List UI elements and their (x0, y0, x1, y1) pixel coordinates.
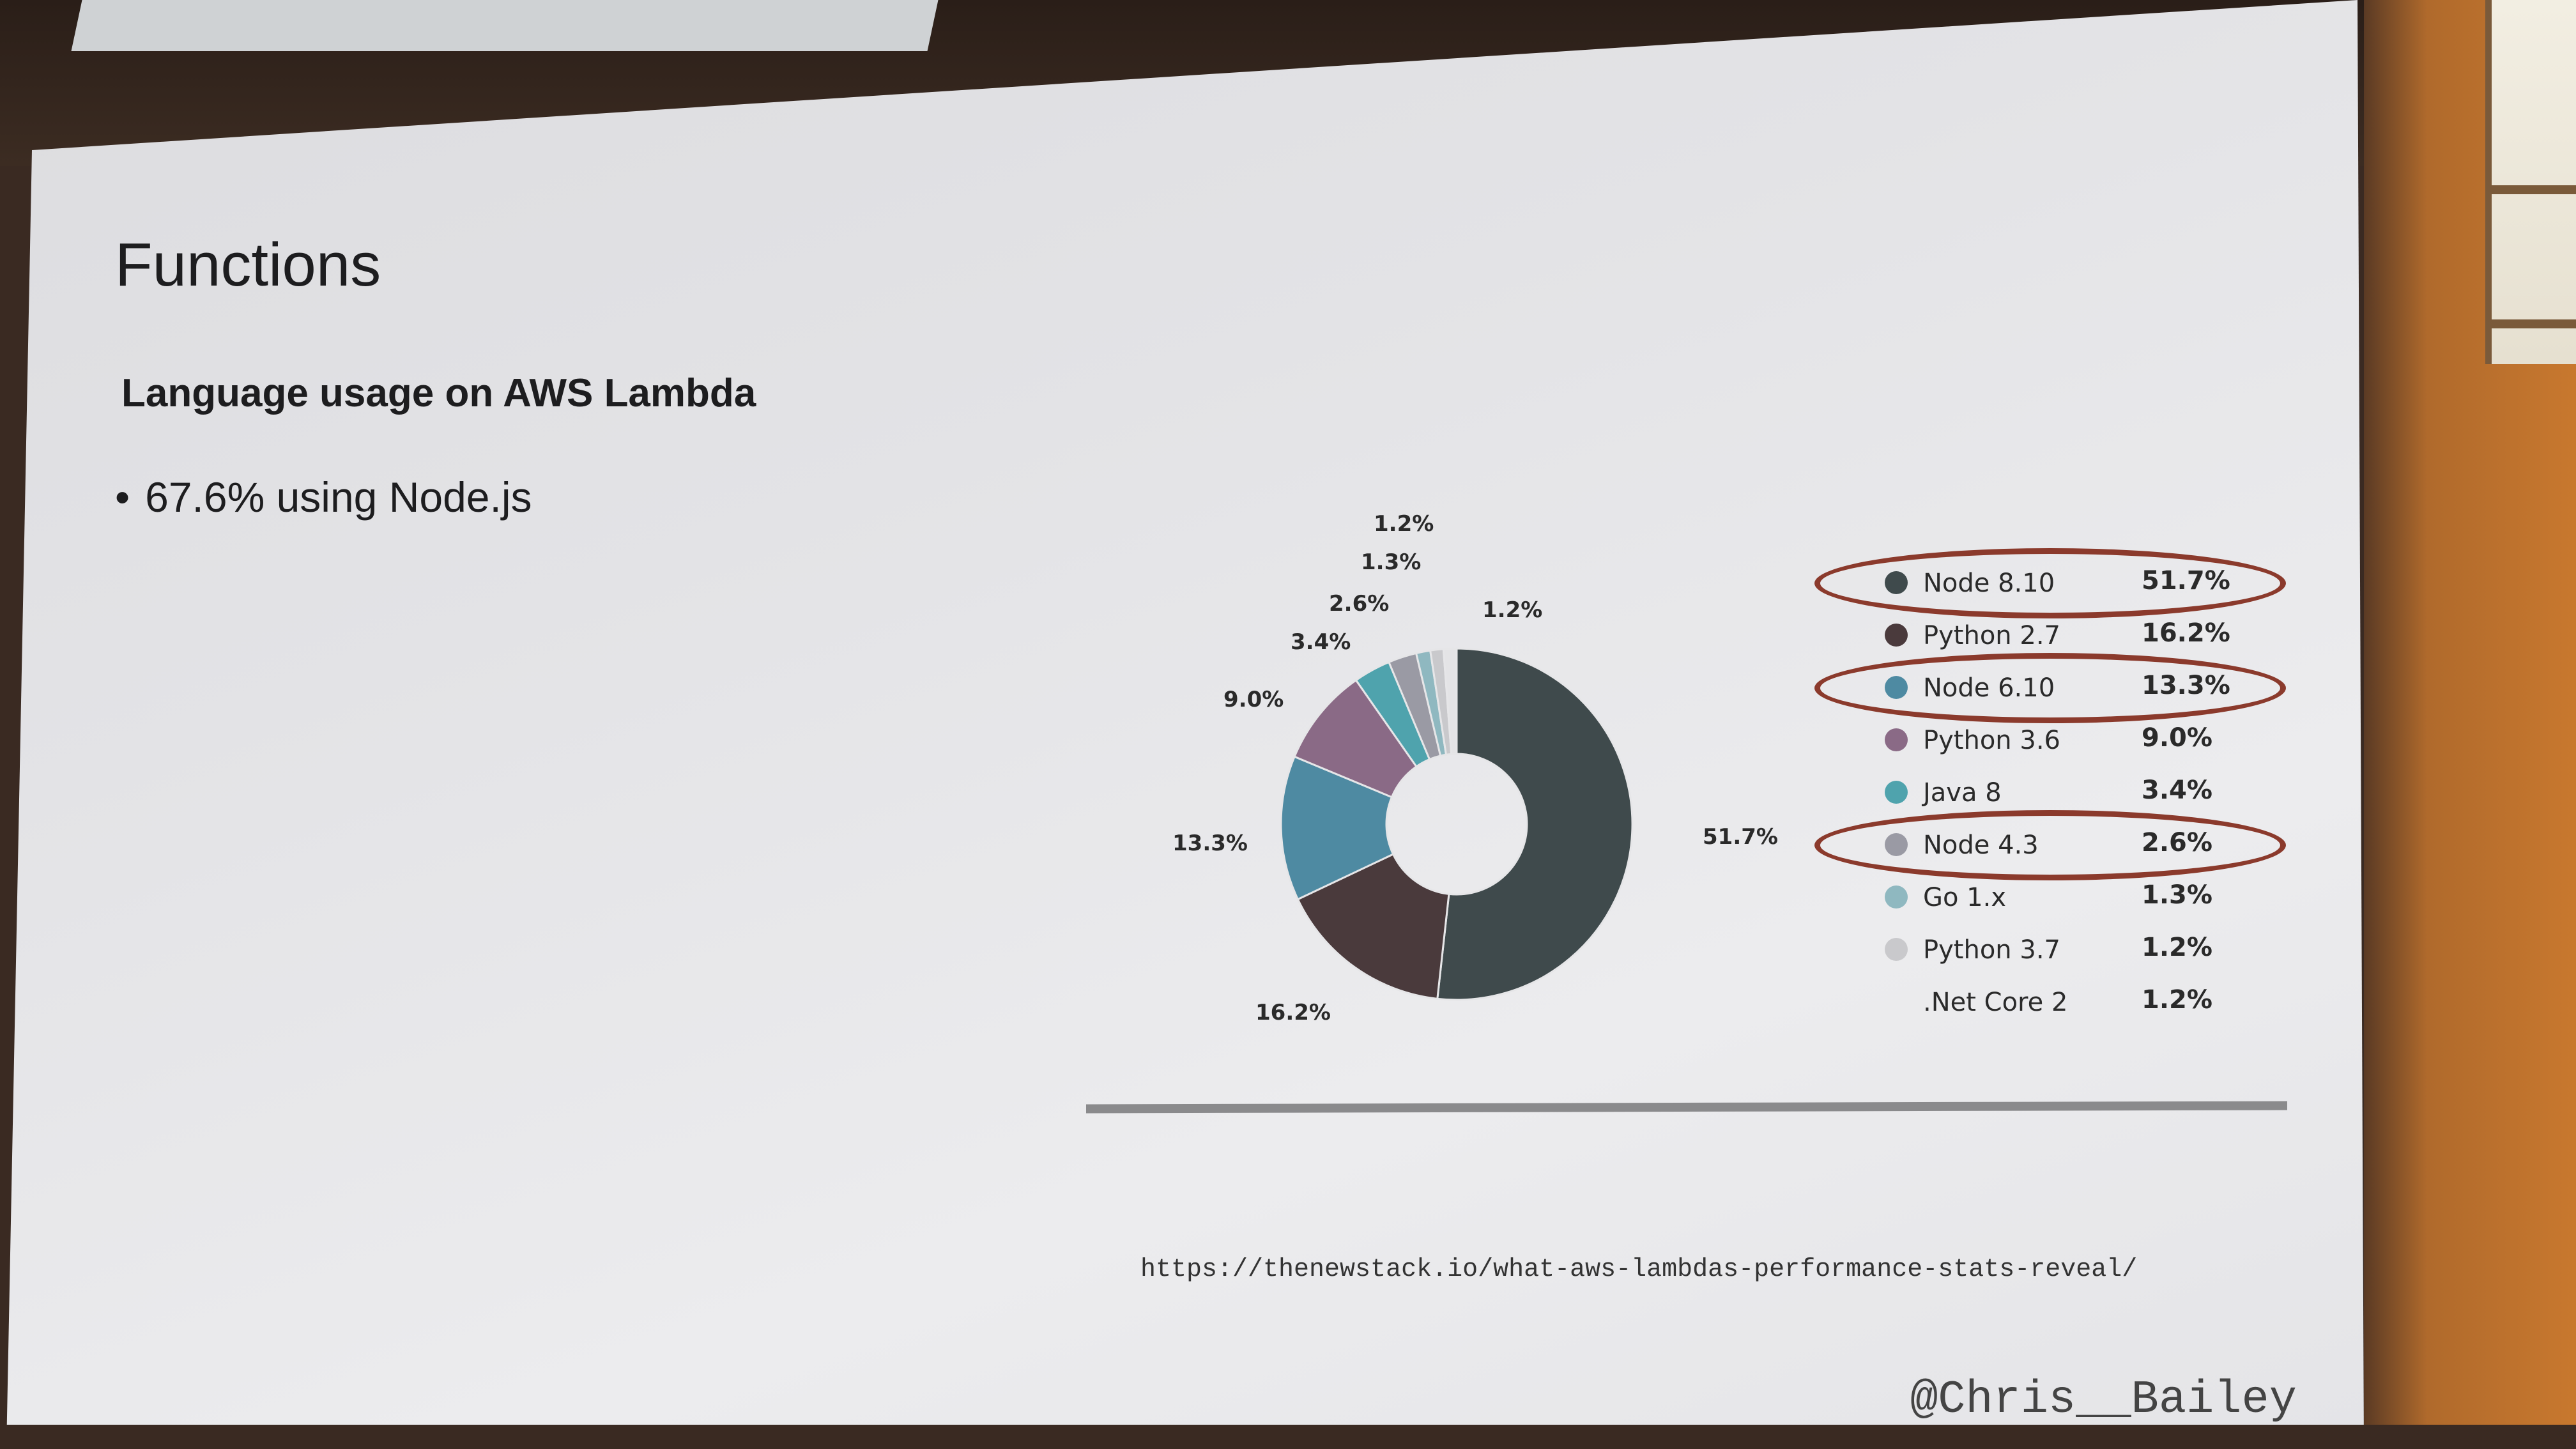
legend-label: Java 8 (1923, 778, 2002, 808)
donut-slice (1280, 755, 1395, 901)
legend-value: 16.2% (2142, 618, 2230, 648)
slide-bullet: • 67.6% using Node.js (115, 473, 532, 521)
ceiling-light-panel (71, 0, 939, 51)
legend-item: Python 3.6 9.0% (1853, 719, 2249, 760)
bullet-text: 67.6% using Node.js (145, 473, 532, 521)
legend-item: Java 8 3.4% (1853, 772, 2249, 813)
donut-chart (1280, 647, 1634, 1001)
source-url: https://thenewstack.io/what-aws-lambdas-… (1140, 1255, 2138, 1284)
highlight-ellipse (1814, 548, 2286, 618)
highlight-ellipse (1814, 810, 2286, 880)
legend-value: 1.2% (2142, 933, 2212, 962)
projected-slide: Functions Language usage on AWS Lambda •… (6, 0, 2364, 1449)
bullet-dot-icon: • (115, 473, 130, 521)
legend-swatch-icon (1885, 938, 1908, 961)
legend-value: 1.3% (2142, 880, 2212, 910)
legend-item: Go 1.x 1.3% (1853, 877, 2249, 917)
window-frame-bar (2492, 319, 2576, 328)
donut-data-label: 51.7% (1703, 824, 1778, 850)
legend-value: 3.4% (2142, 776, 2212, 805)
slide-title: Functions (115, 231, 381, 299)
screen-bottom-edge (0, 1425, 2576, 1449)
legend-label: .Net Core 2 (1923, 988, 2068, 1017)
legend-label: Python 3.6 (1923, 726, 2060, 755)
legend-label: Python 2.7 (1923, 621, 2060, 650)
divider-line (1085, 1101, 2288, 1114)
donut-data-label: 13.3% (1172, 831, 1248, 856)
donut-slice (1442, 647, 1458, 755)
legend-swatch-icon (1885, 624, 1908, 647)
legend-value: 1.2% (2142, 985, 2212, 1015)
legend-item: .Net Core 2 1.2% (1853, 981, 2249, 1022)
donut-data-label: 1.3% (1361, 549, 1422, 575)
donut-data-label: 2.6% (1329, 591, 1390, 617)
legend-swatch-icon (1885, 781, 1908, 804)
speaker-handle: @Chris__Bailey (1910, 1374, 2297, 1426)
room-window (2485, 0, 2576, 364)
legend-value: 9.0% (2142, 723, 2212, 753)
donut-data-label: 16.2% (1255, 1000, 1331, 1025)
legend-label: Go 1.x (1923, 883, 2007, 912)
legend-item: Python 2.7 16.2% (1853, 615, 2249, 656)
donut-slice (1296, 853, 1450, 1000)
donut-data-label: 1.2% (1482, 597, 1543, 623)
donut-data-label: 3.4% (1291, 629, 1351, 655)
legend-swatch-icon (1885, 885, 1908, 908)
window-frame-bar (2492, 185, 2576, 194)
donut-data-label: 9.0% (1223, 687, 1284, 712)
slide-subtitle: Language usage on AWS Lambda (121, 371, 756, 415)
legend-label: Python 3.7 (1923, 935, 2060, 965)
donut-data-label: 1.2% (1374, 511, 1434, 537)
legend-item: Python 3.7 1.2% (1853, 929, 2249, 970)
legend-swatch-icon (1885, 728, 1908, 751)
highlight-ellipse (1814, 653, 2286, 723)
donut-slice (1436, 647, 1634, 1001)
